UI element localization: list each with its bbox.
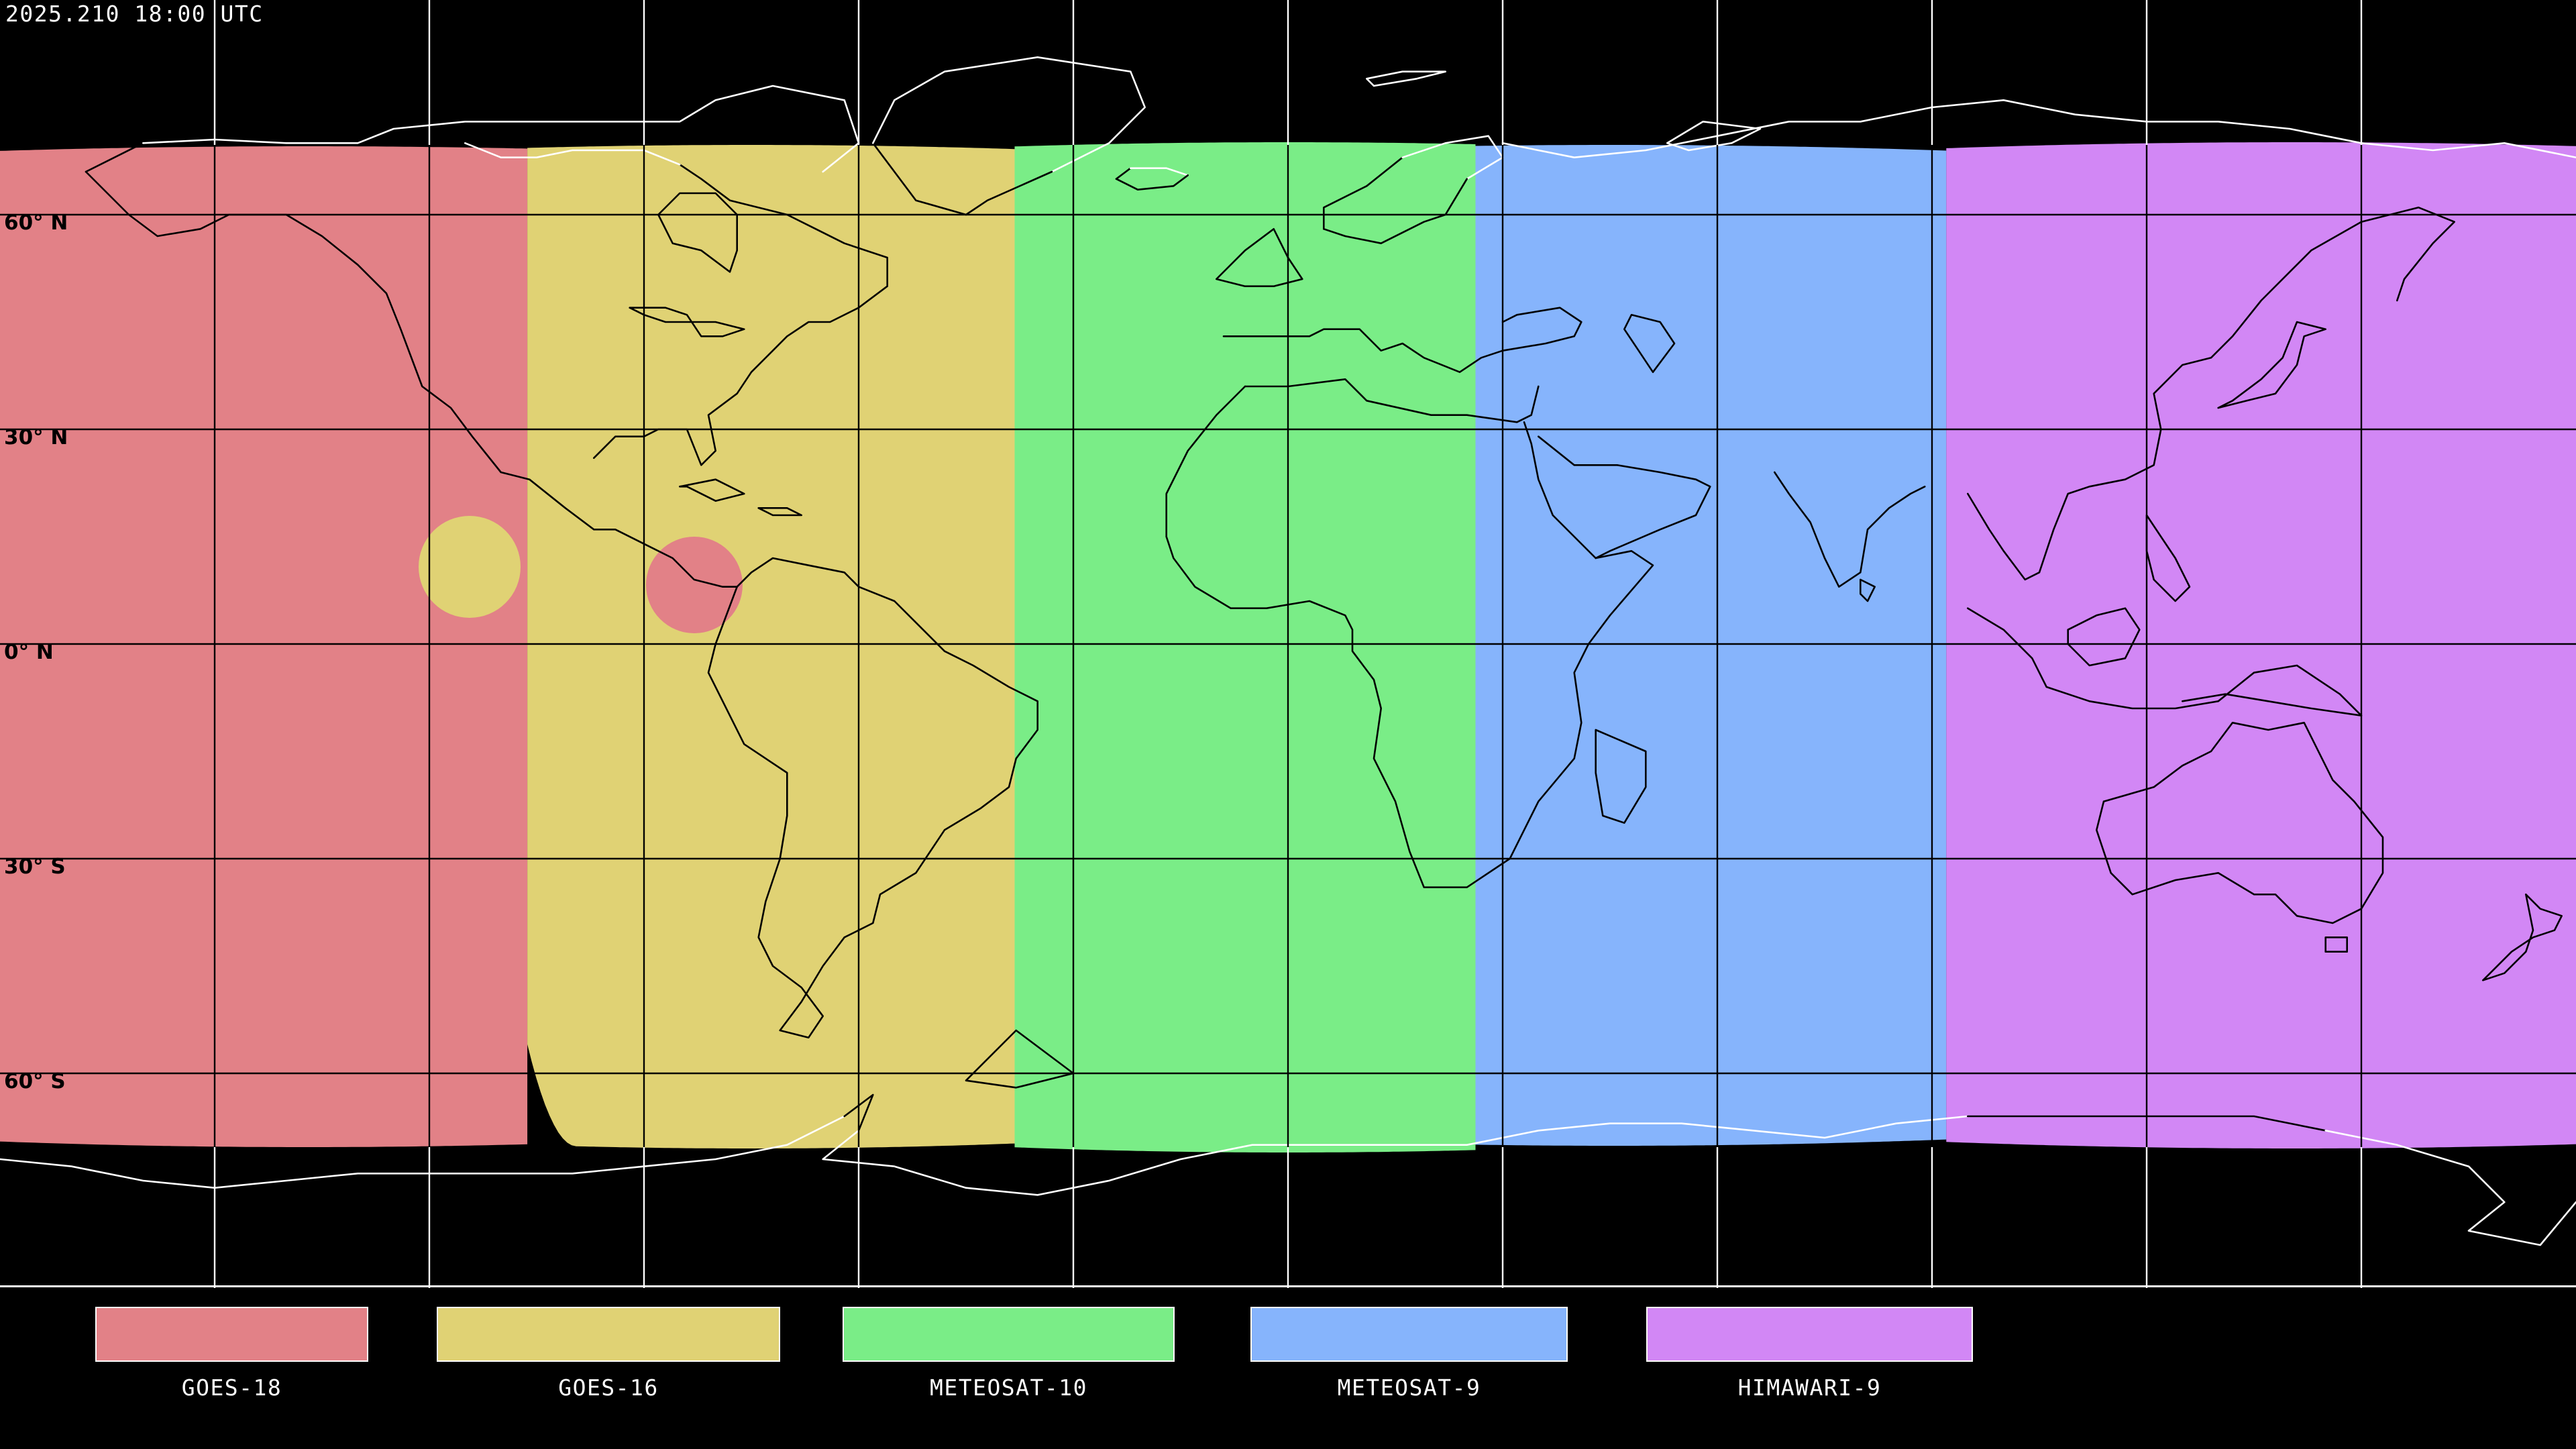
coverage-goes-16-lobe[interactable] <box>419 516 521 618</box>
coastline-segment <box>1323 156 1403 230</box>
coverage-himawari-9[interactable] <box>1946 142 2576 1148</box>
coastline-segment <box>1366 70 1446 87</box>
coastline-segment <box>1666 121 1762 152</box>
coverage-layer <box>0 142 2576 1152</box>
coastline-segment <box>657 192 738 273</box>
coastline-segment <box>679 478 745 502</box>
legend-meteosat-10-label: METEOSAT-10 <box>929 1375 1088 1401</box>
lat-label-0n: 0° N <box>4 640 54 664</box>
coastline-segment <box>965 170 1053 216</box>
coastline-segment <box>843 1093 874 1132</box>
coastline-segment <box>85 170 738 588</box>
coastline-segment <box>629 307 745 337</box>
world-map-panel[interactable]: 2025.210 18:00 UTC 60° N 30° N 0° N 30° … <box>0 0 2576 1288</box>
coastline-segment <box>1115 167 1132 180</box>
coverage-meteosat-10[interactable] <box>1014 142 1476 1152</box>
coastline-segment <box>2482 894 2563 981</box>
coastline-segment <box>1130 167 1189 176</box>
legend-bar: GOES-18 GOES-16 METEOSAT-10 METEOSAT-9 HIMAW… <box>0 1288 2576 1449</box>
coverage-goes-18-lobe[interactable] <box>646 537 743 633</box>
coastline-segment <box>822 1115 1969 1196</box>
coastline-segment <box>1323 178 1468 244</box>
legend-goes-18-label: GOES-18 <box>181 1375 282 1401</box>
timestamp-label: 2025.210 18:00 UTC <box>5 1 264 27</box>
coastline-segment <box>1165 385 1246 538</box>
coastline-segment <box>1967 607 2363 716</box>
coastline-segment <box>1595 729 1647 824</box>
lat-label-60n: 60° N <box>4 211 68 235</box>
coverage-goes-16[interactable] <box>527 145 1015 1148</box>
legend-goes-18-swatch[interactable] <box>95 1307 368 1362</box>
coastline-segment <box>2096 722 2384 924</box>
coastline-segment <box>872 142 967 216</box>
coastline-segment <box>1623 314 1676 373</box>
legend-meteosat-10-swatch[interactable] <box>843 1307 1175 1362</box>
coastline-segment <box>85 142 144 173</box>
legend-goes-16-label: GOES-16 <box>558 1375 659 1401</box>
coastline-segment <box>1860 578 1876 602</box>
coastline-segment <box>142 85 860 173</box>
coastline-segment <box>1774 471 1926 588</box>
coverage-goes-18[interactable] <box>0 146 528 1147</box>
coastline-segment <box>1501 99 2576 158</box>
coastline-segment <box>757 507 802 517</box>
coastline-segment <box>2145 514 2191 602</box>
coastline-segment <box>1967 207 2455 581</box>
coverage-meteosat-9[interactable] <box>1475 145 1947 1146</box>
coastline-segment <box>872 56 1146 173</box>
legend-himawari-9-label: HIMAWARI-9 <box>1737 1375 1882 1401</box>
lat-label-30n: 30° N <box>4 425 68 449</box>
coastline-segment <box>1222 307 1582 373</box>
coastline-segment <box>1401 135 1504 180</box>
coastline-segment <box>1115 174 1189 191</box>
legend-himawari-9-swatch[interactable] <box>1646 1307 1973 1362</box>
lat-label-60s: 60° S <box>4 1069 66 1093</box>
coastline-segment <box>1538 435 1711 559</box>
legend-goes-16-swatch[interactable] <box>437 1307 780 1362</box>
map-canvas <box>0 0 2576 1288</box>
coastline-segment <box>707 557 1038 1038</box>
coastline-segment <box>2324 936 2348 953</box>
coastline-segment <box>1244 378 1540 423</box>
graticule-layer <box>213 0 2363 1288</box>
legend-meteosat-9-swatch[interactable] <box>1250 1307 1568 1362</box>
map-bottom-border <box>0 1285 2576 1287</box>
coastline-segment <box>1216 228 1303 287</box>
coastline-segment <box>1165 421 1654 888</box>
lat-label-30s: 30° S <box>4 855 66 879</box>
coastline-segment <box>2324 1130 2576 1246</box>
legend-meteosat-9-label: METEOSAT-9 <box>1337 1375 1481 1401</box>
coastline-segment <box>2217 321 2326 409</box>
